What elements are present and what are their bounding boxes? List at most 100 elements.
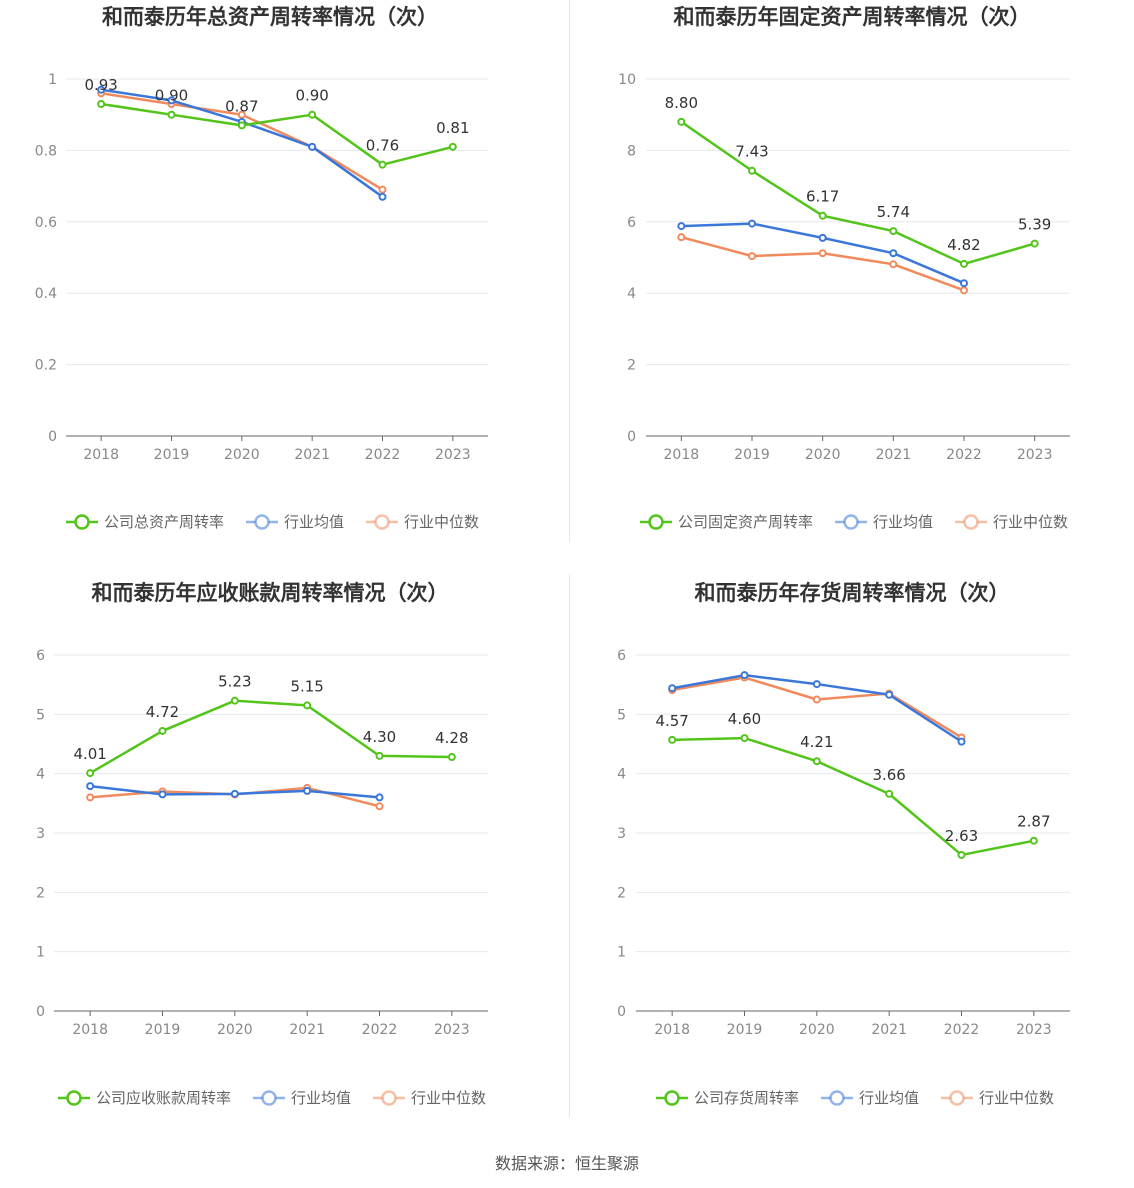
- data-point-median: [818, 249, 827, 258]
- x-tick-label: 2021: [294, 447, 330, 463]
- chart-title: 和而泰历年总资产周转率情况（次）: [102, 5, 438, 29]
- y-tick-label: 0: [48, 429, 57, 445]
- y-tick-label: 2: [36, 885, 45, 901]
- legend-marker-company: [664, 1090, 680, 1106]
- data-point-median: [889, 260, 898, 269]
- chart-title: 和而泰历年存货周转率情况（次）: [695, 581, 1010, 605]
- y-tick-label: 0.4: [35, 286, 57, 302]
- data-label: 4.57: [655, 712, 688, 730]
- data-point-average: [303, 786, 312, 795]
- legend-marker-median: [949, 1090, 965, 1106]
- legend-label-company: 公司总资产周转率: [104, 513, 224, 531]
- series-line-company: [672, 736, 1035, 857]
- data-point-company: [448, 142, 457, 151]
- data-label: 4.72: [146, 703, 179, 721]
- x-tick-label: 2021: [289, 1022, 325, 1038]
- x-tick-label: 2023: [1017, 447, 1053, 463]
- data-label: 4.21: [800, 733, 833, 751]
- data-point-company: [97, 99, 106, 108]
- data-label: 8.80: [665, 94, 698, 112]
- y-tick-label: 6: [36, 648, 45, 664]
- x-tick-label: 2022: [365, 447, 401, 463]
- data-point-average: [677, 222, 686, 231]
- x-tick-label: 2019: [727, 1022, 763, 1038]
- data-point-company: [740, 734, 749, 743]
- y-tick-label: 0: [617, 1004, 626, 1020]
- chart-title: 和而泰历年固定资产周转率情况（次）: [674, 5, 1031, 29]
- legend-label-median: 行业中位数: [404, 513, 479, 531]
- y-tick-label: 5: [617, 707, 626, 723]
- data-point-median: [378, 185, 387, 194]
- data-point-average: [375, 793, 384, 802]
- legend-label-company: 公司存货周转率: [694, 1089, 799, 1107]
- legend-label-average: 行业均值: [284, 513, 344, 531]
- data-point-median: [677, 233, 686, 242]
- data-point-average: [957, 737, 966, 746]
- y-tick-label: 0: [36, 1004, 45, 1020]
- data-point-average: [889, 249, 898, 258]
- y-tick-label: 0.8: [35, 143, 57, 159]
- data-point-company: [885, 789, 894, 798]
- legend-marker-company: [74, 514, 90, 530]
- legend-label-average: 行业均值: [873, 513, 933, 531]
- y-tick-label: 3: [617, 826, 626, 842]
- data-point-company: [957, 850, 966, 859]
- y-tick-label: 1: [48, 72, 57, 88]
- x-tick-label: 2020: [805, 447, 841, 463]
- legend-label-average: 行业均值: [859, 1089, 919, 1107]
- x-tick-label: 2023: [435, 447, 471, 463]
- legend-label-median: 行业中位数: [411, 1089, 486, 1107]
- data-label: 5.39: [1018, 216, 1051, 234]
- data-point-company: [308, 110, 317, 119]
- data-point-median: [960, 286, 968, 295]
- data-label: 4.30: [363, 728, 396, 746]
- data-label: 0.90: [295, 87, 328, 105]
- data-point-average: [818, 233, 827, 242]
- data-label: 4.28: [435, 729, 468, 747]
- data-point-average: [812, 680, 821, 689]
- data-point-average: [97, 85, 106, 94]
- x-tick-label: 2018: [654, 1022, 690, 1038]
- data-point-company: [237, 121, 246, 130]
- vertical-divider-bottom: [569, 575, 570, 1117]
- legend-label-company: 公司固定资产周转率: [678, 513, 813, 531]
- data-label: 4.01: [73, 745, 106, 763]
- legend-marker-company: [66, 1090, 82, 1106]
- data-label: 0.81: [436, 119, 469, 137]
- legend-marker-average: [843, 514, 859, 530]
- legend-marker-median: [381, 1090, 397, 1106]
- x-tick-label: 2021: [871, 1022, 907, 1038]
- y-tick-label: 6: [617, 648, 626, 664]
- data-point-company: [1030, 239, 1039, 248]
- data-point-average: [86, 782, 95, 791]
- data-label: 5.15: [290, 677, 323, 695]
- data-point-median: [237, 110, 246, 119]
- legend-marker-median: [963, 514, 979, 530]
- legend-label-average: 行业均值: [291, 1089, 351, 1107]
- legend-marker-median: [374, 514, 390, 530]
- data-label: 7.43: [735, 143, 768, 161]
- data-point-company: [86, 769, 95, 778]
- x-tick-label: 2018: [72, 1022, 108, 1038]
- data-label: 0.87: [225, 97, 258, 115]
- data-point-company: [447, 753, 456, 762]
- y-tick-label: 6: [627, 215, 636, 231]
- legend-label-company: 公司应收账款周转率: [96, 1089, 231, 1107]
- vertical-divider-top: [569, 0, 570, 542]
- x-tick-label: 2018: [664, 447, 700, 463]
- x-tick-label: 2022: [362, 1022, 398, 1038]
- data-point-company: [668, 735, 677, 744]
- data-label: 3.66: [872, 766, 905, 784]
- y-tick-label: 10: [618, 72, 636, 88]
- y-tick-label: 2: [617, 885, 626, 901]
- x-tick-label: 2022: [946, 447, 982, 463]
- data-point-average: [668, 684, 677, 693]
- data-point-average: [308, 142, 317, 151]
- data-source-note: 数据来源：恒生聚源: [494, 1154, 639, 1173]
- data-point-company: [167, 110, 176, 119]
- y-tick-label: 0.2: [35, 358, 57, 374]
- data-point-company: [378, 160, 387, 169]
- chart-title: 和而泰历年应收账款周转率情况（次）: [92, 581, 449, 605]
- data-point-company: [375, 751, 384, 760]
